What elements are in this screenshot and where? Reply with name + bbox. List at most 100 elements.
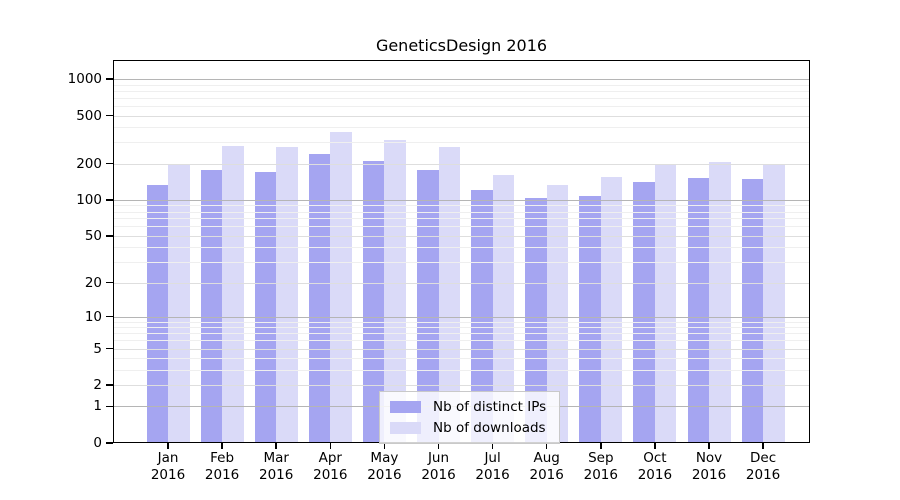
bar-nb-of-downloads-jan [168, 163, 190, 443]
x-tick-feb [221, 443, 223, 449]
x-tick-label-sep: Sep 2016 [583, 450, 618, 483]
gridline-200 [113, 163, 810, 165]
x-tick-label-dec: Dec 2016 [745, 450, 781, 483]
x-tick-label-mar: Mar 2016 [259, 450, 294, 483]
y-tick-label-0: 0 [93, 435, 102, 451]
x-tick-dec [762, 443, 764, 449]
x-tick-label-apr: Apr 2016 [313, 450, 348, 483]
gridline-7 [113, 333, 810, 335]
bar-nb-of-distinct-ips-jul [471, 189, 493, 443]
gridline-300 [113, 142, 810, 144]
x-tick-mar [275, 443, 277, 449]
x-tick-label-aug: Aug 2016 [529, 450, 564, 483]
y-tick-label-100: 100 [76, 191, 102, 208]
y-tick-label-1000: 1000 [67, 71, 102, 88]
gridline-50 [113, 235, 810, 237]
gridline-20 [113, 282, 810, 284]
y-tick-50 [106, 235, 113, 237]
x-tick-jan [167, 443, 169, 449]
gridline-4 [113, 358, 810, 360]
gridline-400 [113, 127, 810, 129]
legend-item-downloads: Nb of downloads [390, 419, 546, 437]
bar-nb-of-downloads-jul [492, 175, 515, 443]
gridline-600 [113, 105, 810, 107]
bar-nb-of-downloads-may [384, 139, 406, 443]
y-tick-label-2: 2 [93, 377, 102, 394]
gridline-900 [113, 84, 810, 86]
gridline-10 [113, 316, 810, 318]
x-tick-label-jan: Jan 2016 [150, 450, 186, 483]
x-tick-nov [708, 443, 710, 449]
bar-nb-of-distinct-ips-nov [687, 178, 709, 443]
x-tick-aug [545, 443, 548, 449]
y-tick-5 [106, 347, 113, 350]
gridline-90 [113, 205, 810, 207]
bar-nb-of-distinct-ips-mar [254, 172, 277, 443]
gridline-8 [113, 327, 810, 329]
y-tick-label-1: 1 [93, 398, 102, 415]
gridline-9 [113, 321, 810, 323]
bar-nb-of-downloads-nov [709, 162, 731, 443]
bar-nb-of-downloads-sep [600, 176, 623, 443]
gridline-40 [113, 247, 810, 249]
y-tick-label-200: 200 [76, 155, 102, 172]
bar-nb-of-downloads-jun [438, 146, 460, 443]
x-tick-label-nov: Nov 2016 [691, 450, 727, 483]
x-tick-label-may: May 2016 [367, 450, 402, 483]
y-tick-2 [106, 384, 113, 386]
gridline-700 [113, 97, 810, 99]
x-tick-jun [437, 443, 440, 449]
bar-nb-of-downloads-dec [763, 163, 785, 443]
x-tick-label-oct: Oct 2016 [637, 450, 673, 483]
bar-nb-of-downloads-mar [276, 147, 298, 443]
bar-nb-of-distinct-ips-sep [579, 196, 601, 443]
legend-label-distinct-ips: Nb of distinct IPs [433, 399, 547, 415]
plot-area [113, 60, 810, 443]
gridline-2 [113, 385, 810, 387]
x-tick-label-feb: Feb 2016 [204, 450, 240, 483]
gridline-60 [113, 226, 810, 228]
bar-nb-of-distinct-ips-jun [417, 170, 439, 443]
x-tick-label-jun: Jun 2016 [421, 450, 456, 483]
legend-swatch-downloads [390, 422, 421, 434]
y-tick-label-10: 10 [84, 308, 102, 325]
y-tick-500 [106, 114, 113, 117]
gridline-30 [113, 262, 810, 264]
bar-nb-of-distinct-ips-may [362, 161, 385, 443]
bar-nb-of-downloads-feb [222, 145, 244, 443]
x-tick-oct [654, 443, 656, 449]
gridline-3 [113, 369, 810, 371]
gridline-1000 [113, 79, 810, 81]
y-tick-200 [106, 162, 113, 165]
y-tick-label-500: 500 [76, 107, 102, 124]
bar-nb-of-distinct-ips-apr [308, 153, 331, 443]
bar-nb-of-downloads-oct [654, 164, 677, 443]
x-tick-jul [491, 443, 494, 449]
gridline-6 [113, 340, 810, 342]
y-tick-100 [106, 199, 113, 201]
x-tick-label-jul: Jul 2016 [475, 450, 510, 483]
gridline-80 [113, 211, 810, 213]
legend-item-distinct-ips: Nb of distinct IPs [390, 398, 546, 416]
y-tick-label-50: 50 [84, 227, 102, 244]
y-tick-0 [106, 442, 113, 444]
gridline-800 [113, 90, 810, 92]
gridline-70 [113, 218, 810, 220]
y-tick-1 [106, 405, 113, 408]
bar-nb-of-distinct-ips-dec [741, 178, 764, 443]
bar-nb-of-downloads-aug [546, 185, 569, 443]
gridline-500 [113, 115, 810, 117]
bar-nb-of-distinct-ips-oct [633, 181, 655, 443]
gridline-5 [113, 348, 810, 350]
legend: Nb of distinct IPs Nb of downloads [379, 391, 561, 444]
legend-label-downloads: Nb of downloads [433, 420, 546, 436]
x-tick-sep [600, 443, 602, 449]
x-tick-apr [329, 443, 332, 449]
y-tick-label-5: 5 [93, 340, 102, 357]
y-tick-1000 [106, 78, 113, 80]
chart-title: GeneticsDesign 2016 [375, 36, 548, 55]
bar-nb-of-downloads-apr [330, 132, 352, 443]
bar-nb-of-distinct-ips-feb [200, 169, 223, 443]
bar-nb-of-distinct-ips-jan [146, 184, 168, 443]
